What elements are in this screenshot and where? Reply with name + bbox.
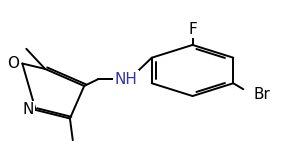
Text: N: N [22, 103, 33, 117]
Text: F: F [188, 22, 197, 37]
Text: NH: NH [115, 72, 138, 86]
Text: Br: Br [253, 87, 270, 102]
Text: O: O [7, 56, 19, 71]
